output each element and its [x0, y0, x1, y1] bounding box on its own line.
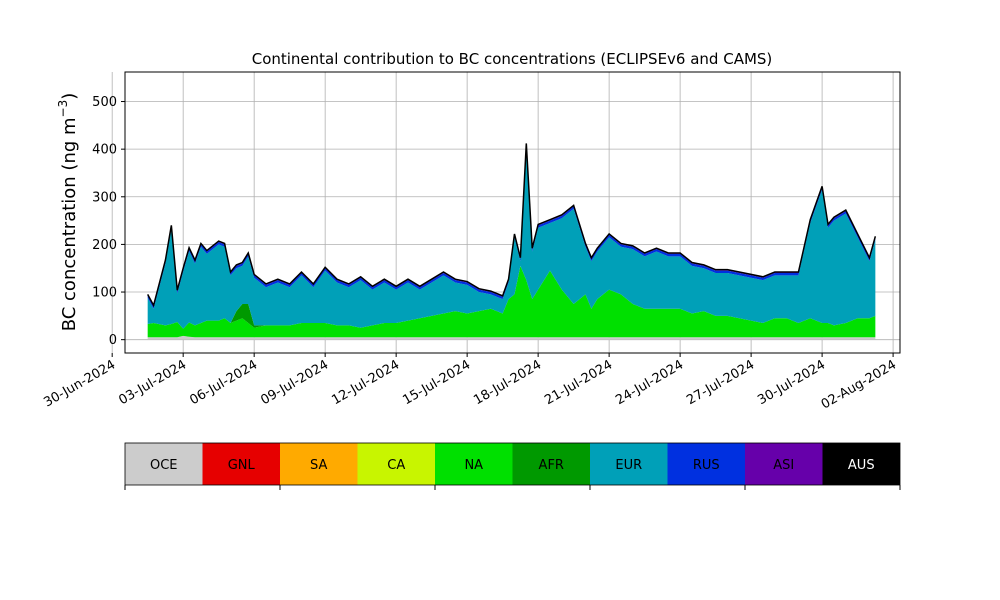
- area-na: [147, 265, 876, 338]
- legend-colorbar: OCE GNL SA CA NA AFR EUR RUS ASI AUS: [124, 442, 901, 490]
- total-outline: [147, 143, 877, 308]
- x-tick-label: 27-Jul-2024: [684, 357, 757, 408]
- legend-label-afr: AFR: [539, 458, 564, 473]
- x-axis: 30-Jun-202403-Jul-202406-Jul-202409-Jul-…: [41, 353, 899, 413]
- legend-label-sa: SA: [310, 458, 327, 473]
- y-tick-label: 500: [92, 95, 117, 110]
- legend-swatch-rus: [667, 443, 745, 485]
- x-tick-label: 03-Jul-2024: [116, 357, 189, 408]
- legend-label-gnl: GNL: [228, 458, 256, 473]
- legend-swatch-aus: [822, 443, 900, 485]
- area-oce: [147, 335, 876, 340]
- x-tick-label: 15-Jul-2024: [400, 357, 473, 408]
- y-tick-label: 200: [92, 238, 117, 253]
- x-tick-label: 09-Jul-2024: [258, 357, 331, 408]
- legend-swatch-gnl: [202, 443, 280, 485]
- legend-swatch-sa: [280, 443, 358, 485]
- y-tick-label: 0: [109, 333, 117, 348]
- legend-label-aus: AUS: [848, 458, 875, 473]
- chart-title: Continental contribution to BC concentra…: [252, 50, 773, 68]
- y-tick-label: 300: [92, 190, 117, 205]
- total-line: [147, 143, 877, 308]
- plot-frame: [124, 71, 901, 354]
- legend-swatch-oce: [125, 443, 203, 485]
- x-tick-label: 18-Jul-2024: [471, 357, 544, 408]
- legend-swatch-afr: [512, 443, 590, 485]
- area-eur: [147, 146, 876, 329]
- legend-label-eur: EUR: [615, 458, 642, 473]
- legend-label-asi: ASI: [773, 458, 794, 473]
- y-axis: 0 100 200 300 400 500: [92, 95, 125, 348]
- legend-label-na: NA: [464, 458, 483, 473]
- legend-label-oce: OCE: [150, 458, 178, 473]
- legend-swatch-na: [435, 443, 513, 485]
- x-tick-label: 30-Jul-2024: [755, 357, 828, 408]
- x-tick-label: 02-Aug-2024: [819, 357, 899, 412]
- legend-swatch-eur: [590, 443, 668, 485]
- series-areas: [147, 143, 876, 340]
- legend-label-rus: RUS: [693, 458, 720, 473]
- x-tick-label: 06-Jul-2024: [187, 357, 260, 408]
- legend-label-ca: CA: [387, 458, 405, 473]
- y-tick-label: 100: [92, 286, 117, 301]
- y-tick-label: 400: [92, 143, 117, 158]
- x-tick-label: 21-Jul-2024: [542, 357, 615, 408]
- y-axis-label-exponent: −3: [56, 100, 70, 118]
- y-axis-label: BC concentration (ng m−3): [56, 93, 80, 332]
- legend-swatch-ca: [357, 443, 435, 485]
- x-tick-label: 30-Jun-2024: [41, 357, 118, 410]
- legend-frame: [124, 442, 901, 486]
- y-axis-label-close: ): [59, 93, 80, 100]
- x-tick-label: 12-Jul-2024: [329, 357, 402, 408]
- y-axis-label-base: BC concentration (ng m: [59, 117, 80, 331]
- legend-swatch-asi: [745, 443, 823, 485]
- x-tick-label: 24-Jul-2024: [613, 357, 686, 408]
